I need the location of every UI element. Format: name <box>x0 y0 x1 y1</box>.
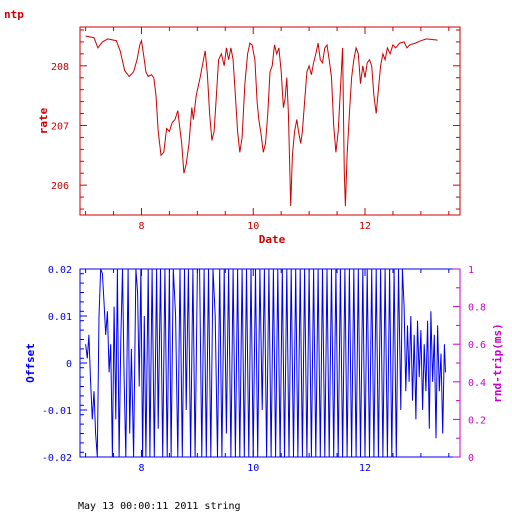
rate-y-tick-label: 207 <box>51 121 69 132</box>
rate-x-axis-label: Date <box>259 233 286 246</box>
footer-caption: May 13 00:00:11 2011 string <box>78 501 241 512</box>
rtt-y-tick-label: 0.2 <box>468 415 486 426</box>
rate-y-axis-label: rate <box>37 107 50 134</box>
rtt-y-tick-label: 0.8 <box>468 303 486 314</box>
rate-chart: ntp 8 10 12 206 207 208 Date rate <box>4 8 461 246</box>
rtt-y-axis-label: rnd-trip(ms) <box>491 323 504 402</box>
chart-title: ntp <box>4 8 24 21</box>
rate-y-tick-label: 208 <box>51 62 69 73</box>
rate-x-tick-label: 12 <box>359 221 371 232</box>
rtt-y-tick-label: 0.6 <box>468 340 486 351</box>
offset-x-tick-label: 10 <box>247 463 259 474</box>
offset-y-tick-label: -0.02 <box>42 453 72 464</box>
rtt-y-tick-label: 0 <box>468 453 474 464</box>
offset-y-tick-label: 0.02 <box>48 265 72 276</box>
rate-y-tick-label: 206 <box>51 181 69 192</box>
rtt-y-tick-label: 0.4 <box>468 378 486 389</box>
offset-x-tick-label: 8 <box>138 463 144 474</box>
offset-chart: 8 10 12 -0.02 -0.01 0 0.01 0.02 0 0.2 0.4 0.6 0.8 1 O… <box>24 265 504 474</box>
rtt-y-tick-label: 1 <box>468 265 474 276</box>
offset-x-tick-label: 12 <box>359 463 371 474</box>
rate-series-line <box>85 35 438 207</box>
rate-plot-frame <box>79 26 461 216</box>
rate-x-tick-label: 8 <box>138 221 144 232</box>
offset-y-tick-label: -0.01 <box>42 406 72 417</box>
offset-y-tick-label: 0.01 <box>48 312 72 323</box>
offset-series-line <box>85 268 446 458</box>
rate-x-tick-label: 10 <box>247 221 259 232</box>
rate-axis-ticks: 8 10 12 206 207 208 <box>51 27 460 232</box>
offset-y-axis-label: Offset <box>24 343 37 383</box>
offset-y-tick-label: 0 <box>66 359 72 370</box>
